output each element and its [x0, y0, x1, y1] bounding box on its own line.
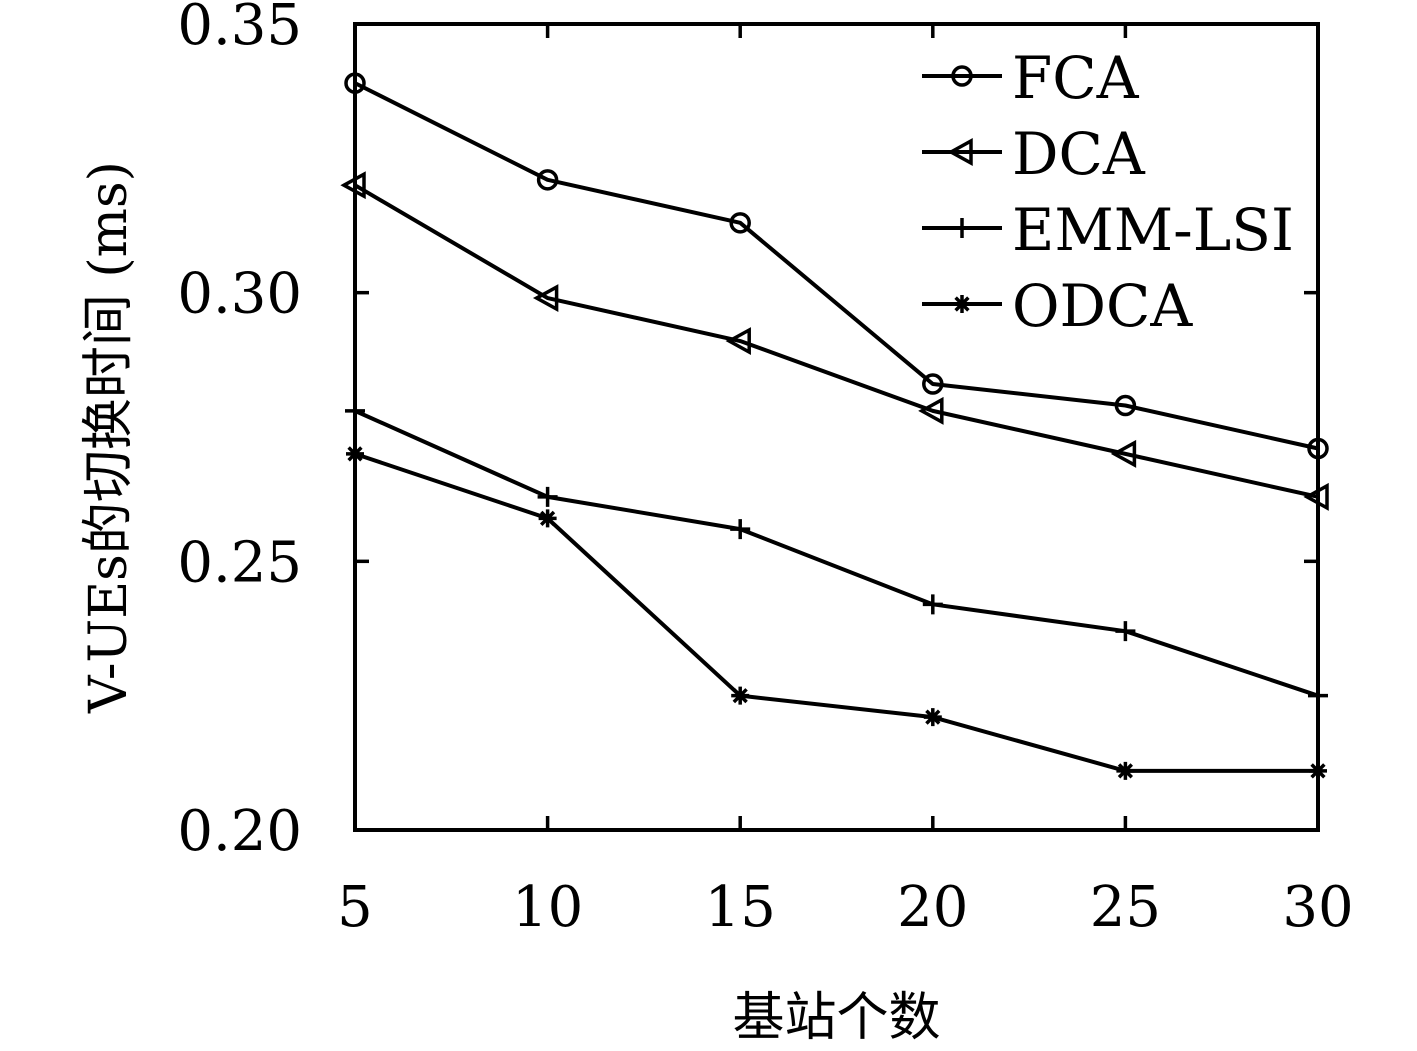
x-tick-label: 5	[337, 875, 373, 940]
legend-entry: FCA	[922, 44, 1140, 112]
data-point	[1114, 394, 1137, 417]
data-point	[1110, 439, 1137, 468]
x-axis-label: 基站个数	[732, 988, 940, 1048]
data-point	[1303, 482, 1329, 511]
series-fca	[344, 72, 1329, 460]
x-tick-label: 30	[1282, 875, 1353, 940]
legend: FCA DCA EMM-LSI ODCA	[922, 44, 1294, 340]
plot-frame	[353, 22, 1320, 832]
data-point	[346, 444, 364, 463]
legend-entry: DCA	[922, 120, 1146, 188]
data-point	[1307, 437, 1329, 460]
series-emm-lsi	[345, 400, 1328, 706]
data-point	[1309, 761, 1327, 780]
data-point	[918, 396, 944, 425]
x-axis-ticks: 5 10 15 20 25 30	[337, 24, 1354, 940]
data-point	[730, 519, 751, 540]
legend-label: EMM-LSI	[1012, 196, 1294, 264]
x-tick-label: 20	[897, 875, 968, 940]
data-point	[536, 169, 559, 191]
series-odca	[346, 444, 1327, 780]
legend-entry: EMM-LSI	[922, 196, 1294, 264]
data-point	[538, 509, 557, 528]
data-point	[345, 400, 365, 421]
y-tick-label: 0.30	[177, 262, 302, 327]
legend-marker	[947, 138, 973, 166]
data-point	[922, 594, 943, 615]
legend-label: ODCA	[1012, 272, 1193, 340]
data-point	[340, 171, 366, 200]
x-tick-label: 25	[1090, 875, 1161, 940]
data-point	[922, 373, 944, 395]
data-point	[344, 72, 366, 94]
legend-label: FCA	[1012, 44, 1140, 112]
legend-label: DCA	[1012, 120, 1146, 188]
data-point	[725, 327, 751, 355]
data-point	[532, 284, 559, 312]
data-point	[731, 686, 750, 705]
series-line	[353, 183, 1319, 499]
series-line	[354, 451, 1318, 773]
data-point	[1116, 761, 1135, 780]
legend-marker	[952, 218, 972, 238]
y-tick-label: 0.35	[177, 0, 302, 58]
legend-marker	[951, 65, 973, 87]
y-axis-ticks: 0.20 0.25 0.30 0.35	[177, 0, 1318, 864]
y-tick-label: 0.25	[177, 530, 302, 595]
plot-area	[353, 22, 1320, 832]
legend-entry: ODCA	[922, 272, 1193, 340]
y-tick-label: 0.20	[177, 799, 302, 864]
x-tick-label: 15	[705, 875, 776, 940]
series-line	[354, 81, 1319, 451]
series-line	[354, 409, 1319, 698]
data-point	[923, 708, 942, 727]
series-dca	[340, 171, 1329, 511]
data-point	[1115, 621, 1136, 642]
data-point	[729, 212, 751, 234]
series-group	[340, 72, 1329, 780]
x-tick-label: 10	[512, 875, 583, 940]
data-point	[537, 486, 558, 507]
y-axis-label: V-UEs的切换时间 (ms)	[79, 161, 139, 714]
data-point	[1308, 685, 1328, 706]
legend-marker	[953, 295, 971, 313]
